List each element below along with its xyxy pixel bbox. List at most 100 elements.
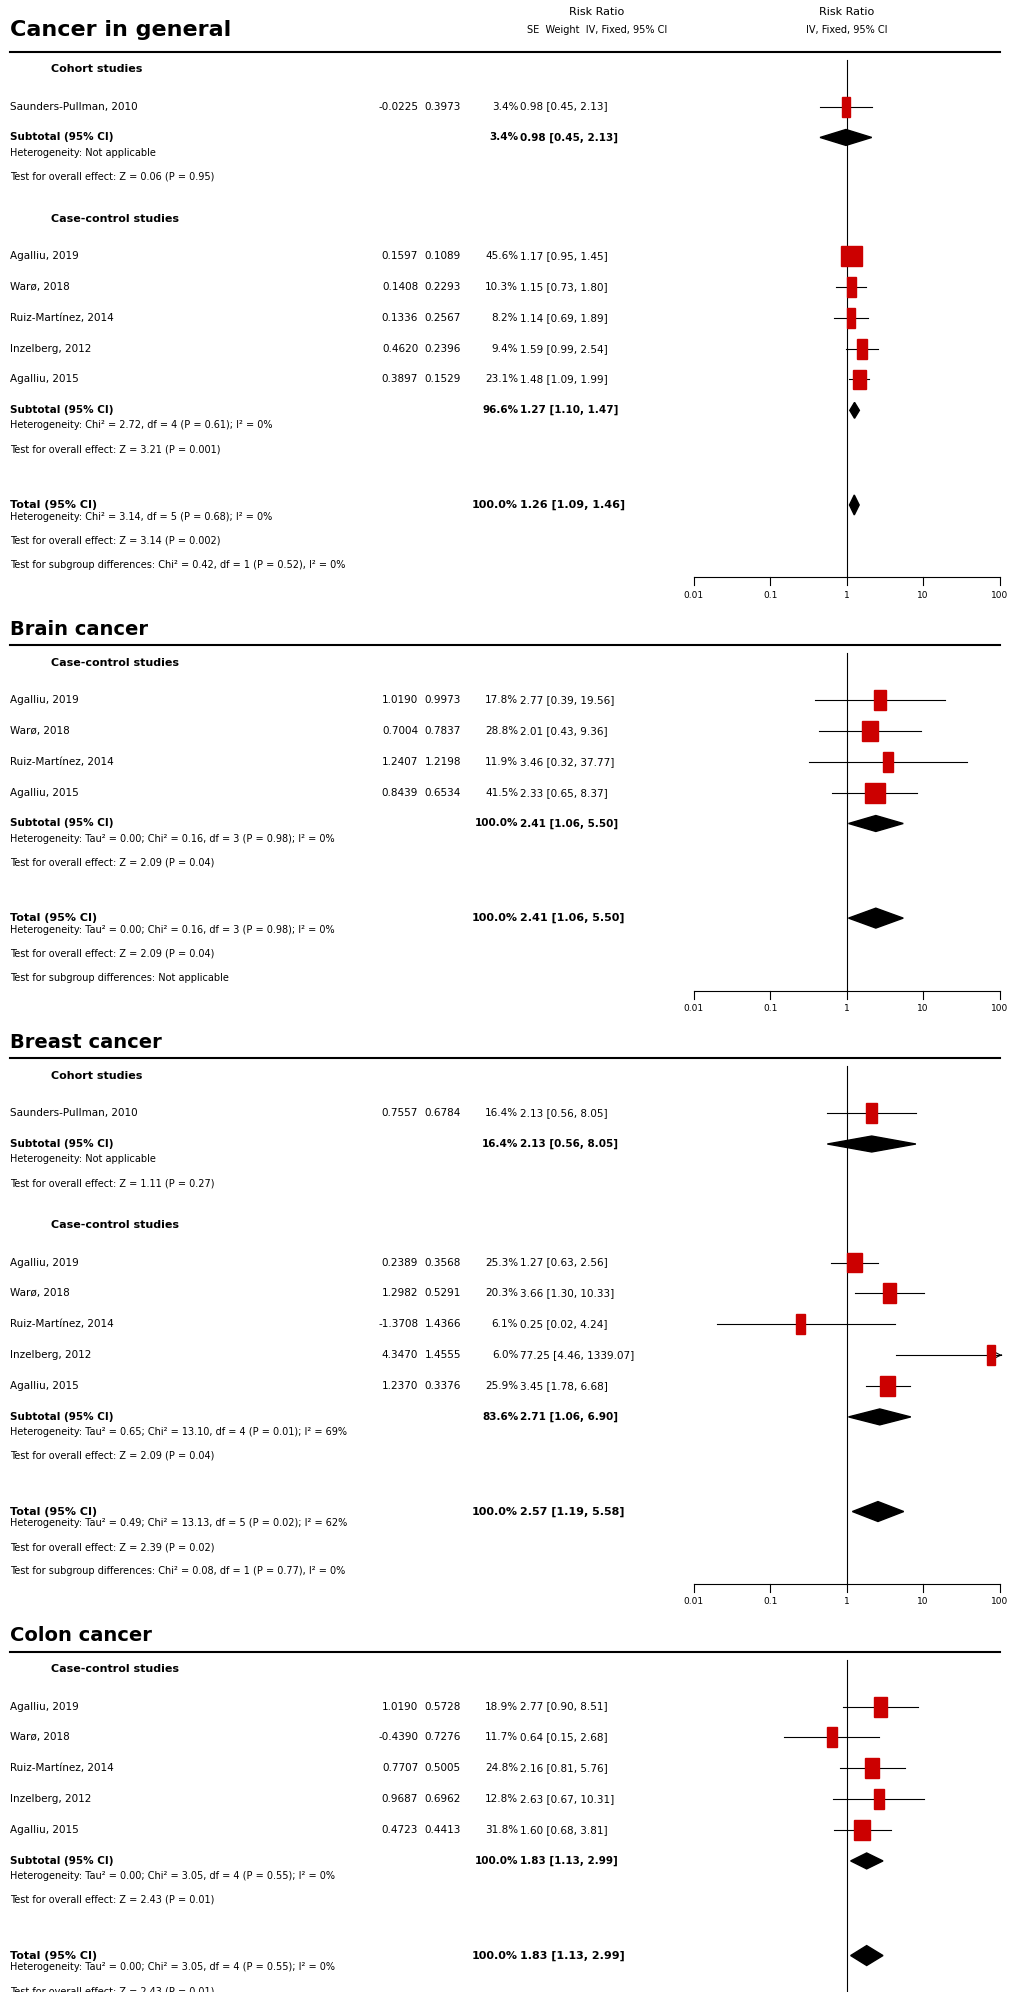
- Text: 20.3%: 20.3%: [485, 1289, 518, 1299]
- Text: Total (95% CI): Total (95% CI): [10, 500, 97, 510]
- Text: 0.98 [0.45, 2.13]: 0.98 [0.45, 2.13]: [520, 102, 607, 112]
- Text: Agalliu, 2015: Agalliu, 2015: [10, 787, 78, 797]
- Text: 1: 1: [843, 1598, 849, 1606]
- Text: 3.66 [1.30, 10.33]: 3.66 [1.30, 10.33]: [520, 1289, 613, 1299]
- Text: 0.3568: 0.3568: [424, 1257, 461, 1267]
- Text: Agalliu, 2015: Agalliu, 2015: [10, 1380, 78, 1390]
- Text: 2.13 [0.56, 8.05]: 2.13 [0.56, 8.05]: [520, 1139, 618, 1149]
- Text: 18.9%: 18.9%: [485, 1701, 518, 1711]
- Text: 0.4620: 0.4620: [381, 343, 418, 355]
- Text: 0.7837: 0.7837: [424, 725, 461, 735]
- Text: Heterogeneity: Not applicable: Heterogeneity: Not applicable: [10, 147, 156, 157]
- Polygon shape: [850, 1853, 882, 1868]
- Text: Agalliu, 2019: Agalliu, 2019: [10, 251, 78, 261]
- Text: 1.4555: 1.4555: [424, 1351, 461, 1361]
- Text: Brain cancer: Brain cancer: [10, 620, 148, 639]
- Text: 100: 100: [990, 1598, 1007, 1606]
- Text: Test for overall effect: Z = 2.09 (P = 0.04): Test for overall effect: Z = 2.09 (P = 0…: [10, 948, 214, 958]
- Polygon shape: [849, 402, 859, 418]
- Text: Heterogeneity: Tau² = 0.00; Chi² = 0.16, df = 3 (P = 0.98); I² = 0%: Heterogeneity: Tau² = 0.00; Chi² = 0.16,…: [10, 833, 334, 845]
- Text: -1.3708: -1.3708: [378, 1319, 418, 1329]
- Text: 0.6784: 0.6784: [424, 1108, 461, 1118]
- Text: 1.2407: 1.2407: [381, 757, 418, 767]
- Text: 4.3470: 4.3470: [381, 1351, 418, 1361]
- Bar: [846, 307, 855, 327]
- Text: Inzelberg, 2012: Inzelberg, 2012: [10, 343, 92, 355]
- Text: 0.1: 0.1: [762, 592, 776, 600]
- Text: 2.71 [1.06, 6.90]: 2.71 [1.06, 6.90]: [520, 1412, 618, 1422]
- Text: Ruiz-Martínez, 2014: Ruiz-Martínez, 2014: [10, 1763, 114, 1773]
- Text: 1.4366: 1.4366: [424, 1319, 461, 1329]
- Text: 2.63 [0.67, 10.31]: 2.63 [0.67, 10.31]: [520, 1795, 613, 1805]
- Text: Heterogeneity: Tau² = 0.00; Chi² = 0.16, df = 3 (P = 0.98); I² = 0%: Heterogeneity: Tau² = 0.00; Chi² = 0.16,…: [10, 924, 334, 934]
- Text: 0.4723: 0.4723: [381, 1825, 418, 1835]
- Text: 0.4413: 0.4413: [424, 1825, 461, 1835]
- Text: Risk Ratio: Risk Ratio: [569, 6, 624, 18]
- Text: Colon cancer: Colon cancer: [10, 1625, 152, 1645]
- Text: 1.2198: 1.2198: [424, 757, 461, 767]
- Text: Case-control studies: Case-control studies: [51, 213, 178, 223]
- Text: 0.3897: 0.3897: [381, 374, 418, 384]
- Text: Test for overall effect: Z = 3.21 (P = 0.001): Test for overall effect: Z = 3.21 (P = 0…: [10, 444, 220, 454]
- Text: 100.0%: 100.0%: [474, 819, 518, 829]
- Bar: [841, 245, 861, 265]
- Text: 0.98 [0.45, 2.13]: 0.98 [0.45, 2.13]: [520, 131, 618, 143]
- Text: 100.0%: 100.0%: [472, 1506, 518, 1516]
- Text: 1.0190: 1.0190: [381, 1701, 418, 1711]
- Text: 1.0190: 1.0190: [381, 695, 418, 705]
- Text: 0.8439: 0.8439: [381, 787, 418, 797]
- Text: Warø, 2018: Warø, 2018: [10, 281, 70, 293]
- Text: 0.7707: 0.7707: [381, 1763, 418, 1773]
- Text: Cohort studies: Cohort studies: [51, 64, 143, 74]
- Text: 0.1408: 0.1408: [381, 281, 418, 293]
- Text: 1.15 [0.73, 1.80]: 1.15 [0.73, 1.80]: [520, 281, 607, 293]
- Text: 2.16 [0.81, 5.76]: 2.16 [0.81, 5.76]: [520, 1763, 607, 1773]
- Text: 0.5728: 0.5728: [424, 1701, 461, 1711]
- Text: 0.2389: 0.2389: [381, 1257, 418, 1267]
- Text: 0.1336: 0.1336: [381, 313, 418, 323]
- Polygon shape: [848, 1408, 910, 1424]
- Text: Test for subgroup differences: Chi² = 0.08, df = 1 (P = 0.77), I² = 0%: Test for subgroup differences: Chi² = 0.…: [10, 1566, 345, 1576]
- Text: 0.3376: 0.3376: [424, 1380, 461, 1390]
- Text: Total (95% CI): Total (95% CI): [10, 912, 97, 922]
- Text: Test for overall effect: Z = 0.06 (P = 0.95): Test for overall effect: Z = 0.06 (P = 0…: [10, 171, 214, 181]
- Text: 1.60 [0.68, 3.81]: 1.60 [0.68, 3.81]: [520, 1825, 607, 1835]
- Text: 24.8%: 24.8%: [485, 1763, 518, 1773]
- Text: 1.27 [0.63, 2.56]: 1.27 [0.63, 2.56]: [520, 1257, 607, 1267]
- Text: 25.9%: 25.9%: [485, 1380, 518, 1390]
- Text: Test for subgroup differences: Chi² = 0.42, df = 1 (P = 0.52), I² = 0%: Test for subgroup differences: Chi² = 0.…: [10, 560, 345, 570]
- Text: 0.64 [0.15, 2.68]: 0.64 [0.15, 2.68]: [520, 1733, 607, 1743]
- Bar: [847, 1253, 861, 1273]
- Text: 11.7%: 11.7%: [485, 1733, 518, 1743]
- Polygon shape: [826, 1135, 915, 1151]
- Text: Heterogeneity: Not applicable: Heterogeneity: Not applicable: [10, 1153, 156, 1163]
- Bar: [872, 1789, 883, 1809]
- Bar: [882, 1283, 896, 1303]
- Text: 3.45 [1.78, 6.68]: 3.45 [1.78, 6.68]: [520, 1380, 607, 1390]
- Text: Case-control studies: Case-control studies: [51, 1663, 178, 1675]
- Text: 10.3%: 10.3%: [485, 281, 518, 293]
- Text: 1.26 [1.09, 1.46]: 1.26 [1.09, 1.46]: [520, 500, 625, 510]
- Text: 100: 100: [990, 1004, 1007, 1014]
- Text: 2.77 [0.90, 8.51]: 2.77 [0.90, 8.51]: [520, 1701, 607, 1711]
- Text: Test for overall effect: Z = 2.43 (P = 0.01): Test for overall effect: Z = 2.43 (P = 0…: [10, 1894, 214, 1904]
- Text: Heterogeneity: Tau² = 0.00; Chi² = 3.05, df = 4 (P = 0.55); I² = 0%: Heterogeneity: Tau² = 0.00; Chi² = 3.05,…: [10, 1870, 335, 1880]
- Text: 1.83 [1.13, 2.99]: 1.83 [1.13, 2.99]: [520, 1950, 625, 1960]
- Bar: [846, 277, 855, 297]
- Text: 17.8%: 17.8%: [485, 695, 518, 705]
- Bar: [864, 1759, 878, 1779]
- Text: 2.57 [1.19, 5.58]: 2.57 [1.19, 5.58]: [520, 1506, 624, 1516]
- Bar: [852, 369, 865, 388]
- Text: 1.27 [1.10, 1.47]: 1.27 [1.10, 1.47]: [520, 404, 618, 416]
- Text: 8.2%: 8.2%: [491, 313, 518, 323]
- Text: 0.3973: 0.3973: [424, 102, 461, 112]
- Bar: [853, 1821, 869, 1841]
- Text: SE  Weight  IV, Fixed, 95% CI: SE Weight IV, Fixed, 95% CI: [526, 24, 666, 36]
- Text: 1.83 [1.13, 2.99]: 1.83 [1.13, 2.99]: [520, 1857, 618, 1867]
- Text: Cancer in general: Cancer in general: [10, 20, 231, 40]
- Text: 23.1%: 23.1%: [485, 374, 518, 384]
- Text: 0.9687: 0.9687: [381, 1795, 418, 1805]
- Bar: [873, 1697, 886, 1717]
- Text: 0.9973: 0.9973: [424, 695, 461, 705]
- Text: Agalliu, 2019: Agalliu, 2019: [10, 695, 78, 705]
